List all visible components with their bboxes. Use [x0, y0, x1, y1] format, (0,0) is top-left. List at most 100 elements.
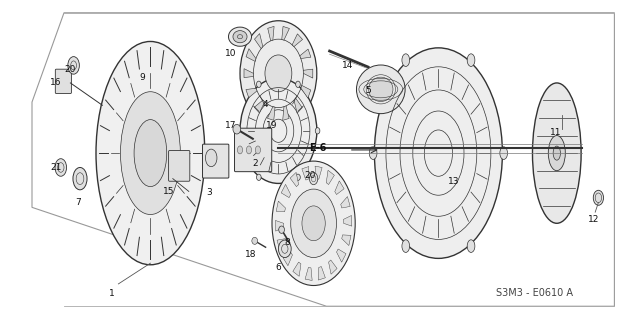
- Text: 1: 1: [109, 289, 115, 298]
- Polygon shape: [281, 184, 291, 197]
- Text: 17: 17: [225, 121, 237, 130]
- Polygon shape: [268, 26, 274, 41]
- Text: 14: 14: [342, 61, 354, 70]
- Text: 10: 10: [225, 49, 237, 58]
- Polygon shape: [283, 252, 292, 266]
- Ellipse shape: [233, 31, 247, 43]
- Ellipse shape: [369, 147, 377, 160]
- Polygon shape: [328, 260, 337, 274]
- Polygon shape: [337, 249, 346, 262]
- Ellipse shape: [257, 81, 261, 87]
- Ellipse shape: [255, 146, 260, 154]
- Ellipse shape: [356, 65, 405, 114]
- Ellipse shape: [240, 78, 317, 183]
- Polygon shape: [255, 33, 263, 48]
- Text: E-6: E-6: [309, 143, 326, 153]
- Ellipse shape: [296, 174, 300, 181]
- Polygon shape: [293, 262, 301, 276]
- Polygon shape: [326, 170, 334, 184]
- Ellipse shape: [302, 206, 325, 241]
- Ellipse shape: [548, 136, 565, 171]
- Polygon shape: [302, 167, 309, 180]
- Text: 12: 12: [588, 215, 599, 224]
- Ellipse shape: [310, 173, 318, 185]
- Polygon shape: [277, 239, 287, 250]
- Polygon shape: [294, 98, 302, 113]
- FancyBboxPatch shape: [168, 151, 190, 181]
- Polygon shape: [342, 235, 351, 246]
- Ellipse shape: [237, 128, 241, 134]
- Polygon shape: [268, 107, 275, 120]
- Polygon shape: [246, 88, 257, 98]
- Text: 8: 8: [285, 238, 291, 247]
- Text: 13: 13: [448, 177, 460, 186]
- Text: 9: 9: [140, 73, 145, 82]
- Text: 16: 16: [50, 78, 61, 87]
- Text: 2: 2: [253, 160, 259, 168]
- Polygon shape: [340, 197, 350, 208]
- Text: S3M3 - E0610 A: S3M3 - E0610 A: [496, 288, 573, 298]
- Polygon shape: [292, 34, 303, 47]
- Ellipse shape: [500, 147, 508, 160]
- Ellipse shape: [246, 146, 252, 154]
- Ellipse shape: [402, 240, 410, 252]
- Ellipse shape: [228, 27, 252, 46]
- Polygon shape: [244, 69, 253, 78]
- Text: 18: 18: [244, 250, 256, 259]
- Text: 6: 6: [275, 263, 281, 272]
- Text: 5: 5: [365, 86, 371, 95]
- Ellipse shape: [291, 189, 337, 257]
- Text: 4: 4: [262, 100, 268, 109]
- Ellipse shape: [593, 190, 604, 205]
- Ellipse shape: [68, 56, 79, 74]
- Ellipse shape: [279, 226, 285, 234]
- Polygon shape: [303, 69, 313, 78]
- Text: 15: 15: [163, 187, 175, 196]
- Polygon shape: [335, 181, 344, 195]
- Ellipse shape: [278, 240, 291, 258]
- Ellipse shape: [402, 54, 410, 66]
- Ellipse shape: [272, 161, 355, 286]
- Text: 20: 20: [305, 171, 316, 180]
- Polygon shape: [315, 166, 322, 179]
- Polygon shape: [344, 215, 352, 226]
- Ellipse shape: [265, 55, 292, 92]
- Polygon shape: [290, 172, 299, 187]
- Ellipse shape: [134, 120, 166, 187]
- Ellipse shape: [532, 83, 581, 223]
- Ellipse shape: [467, 54, 475, 66]
- Polygon shape: [282, 26, 289, 40]
- Polygon shape: [275, 220, 284, 231]
- Ellipse shape: [257, 174, 261, 181]
- FancyBboxPatch shape: [234, 128, 272, 172]
- FancyBboxPatch shape: [202, 144, 229, 178]
- FancyBboxPatch shape: [55, 69, 72, 93]
- Polygon shape: [254, 100, 265, 113]
- Text: 11: 11: [550, 128, 562, 137]
- Ellipse shape: [205, 149, 217, 167]
- Text: 19: 19: [266, 121, 277, 130]
- Ellipse shape: [73, 167, 87, 190]
- Text: 21: 21: [50, 163, 61, 172]
- Polygon shape: [301, 85, 311, 98]
- Text: 3: 3: [206, 188, 212, 197]
- Ellipse shape: [237, 146, 243, 154]
- Ellipse shape: [55, 159, 67, 176]
- Ellipse shape: [553, 146, 561, 160]
- Ellipse shape: [467, 240, 475, 252]
- Ellipse shape: [237, 34, 243, 39]
- Ellipse shape: [369, 77, 393, 101]
- Ellipse shape: [240, 21, 317, 126]
- Ellipse shape: [120, 92, 180, 215]
- Ellipse shape: [316, 128, 320, 134]
- Polygon shape: [246, 49, 256, 61]
- Text: 7: 7: [76, 198, 81, 207]
- Polygon shape: [276, 201, 285, 212]
- Polygon shape: [300, 49, 311, 58]
- Ellipse shape: [374, 48, 502, 258]
- Text: 20: 20: [64, 65, 76, 74]
- Polygon shape: [283, 106, 289, 120]
- Polygon shape: [305, 267, 312, 280]
- Ellipse shape: [252, 237, 258, 244]
- Ellipse shape: [233, 124, 241, 134]
